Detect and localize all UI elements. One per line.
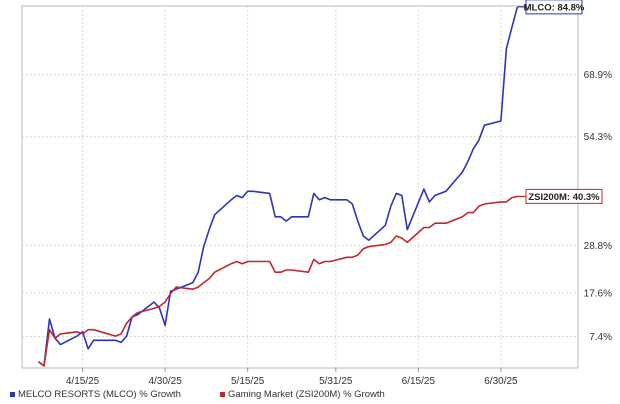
series-layer bbox=[38, 6, 519, 367]
svg-text:ZSI200M: 40.3%: ZSI200M: 40.3% bbox=[528, 192, 600, 203]
grid-layer bbox=[21, 5, 579, 369]
x-tick-label: 6/30/25 bbox=[484, 376, 518, 387]
legend-item-mlco: MELCO RESORTS (MLCO) % Growth bbox=[10, 389, 181, 400]
legend-swatch bbox=[10, 392, 15, 397]
y-tick-label: 28.8% bbox=[584, 241, 612, 252]
end-label-zsi200m: ZSI200M: 40.3% bbox=[517, 188, 603, 204]
series-line-zsi200m bbox=[38, 195, 518, 367]
end-label-mlco: MLCO: 84.8% bbox=[517, 0, 585, 15]
axis-layer: 7.4% 17.6% 28.8% 54.3% 68.9% 4/15/25 4/30/25 5/… bbox=[66, 70, 612, 387]
x-tick-label: 6/15/25 bbox=[402, 376, 436, 387]
legend-item-zsi200m: Gaming Market (ZSI200M) % Growth bbox=[220, 389, 385, 400]
y-tick-label: 17.6% bbox=[584, 289, 612, 300]
x-tick-label: 5/15/25 bbox=[231, 376, 265, 387]
series-line-mlco bbox=[38, 6, 519, 367]
x-tick-label: 5/31/25 bbox=[319, 376, 353, 387]
y-tick-label: 68.9% bbox=[584, 70, 612, 81]
plot-frame bbox=[21, 5, 579, 369]
legend-label: Gaming Market (ZSI200M) % Growth bbox=[228, 389, 385, 400]
svg-text:MLCO: 84.8%: MLCO: 84.8% bbox=[524, 2, 585, 13]
legend: MELCO RESORTS (MLCO) % Growth Gaming Mark… bbox=[10, 389, 385, 400]
y-tick-label: 54.3% bbox=[584, 132, 612, 143]
legend-swatch bbox=[220, 392, 225, 397]
x-tick-label: 4/15/25 bbox=[66, 376, 100, 387]
y-tick-label: 7.4% bbox=[589, 332, 612, 343]
end-label-layer: MLCO: 84.8% ZSI200M: 40.3% bbox=[517, 0, 603, 204]
x-tick-label: 4/30/25 bbox=[148, 376, 182, 387]
legend-label: MELCO RESORTS (MLCO) % Growth bbox=[18, 389, 181, 400]
